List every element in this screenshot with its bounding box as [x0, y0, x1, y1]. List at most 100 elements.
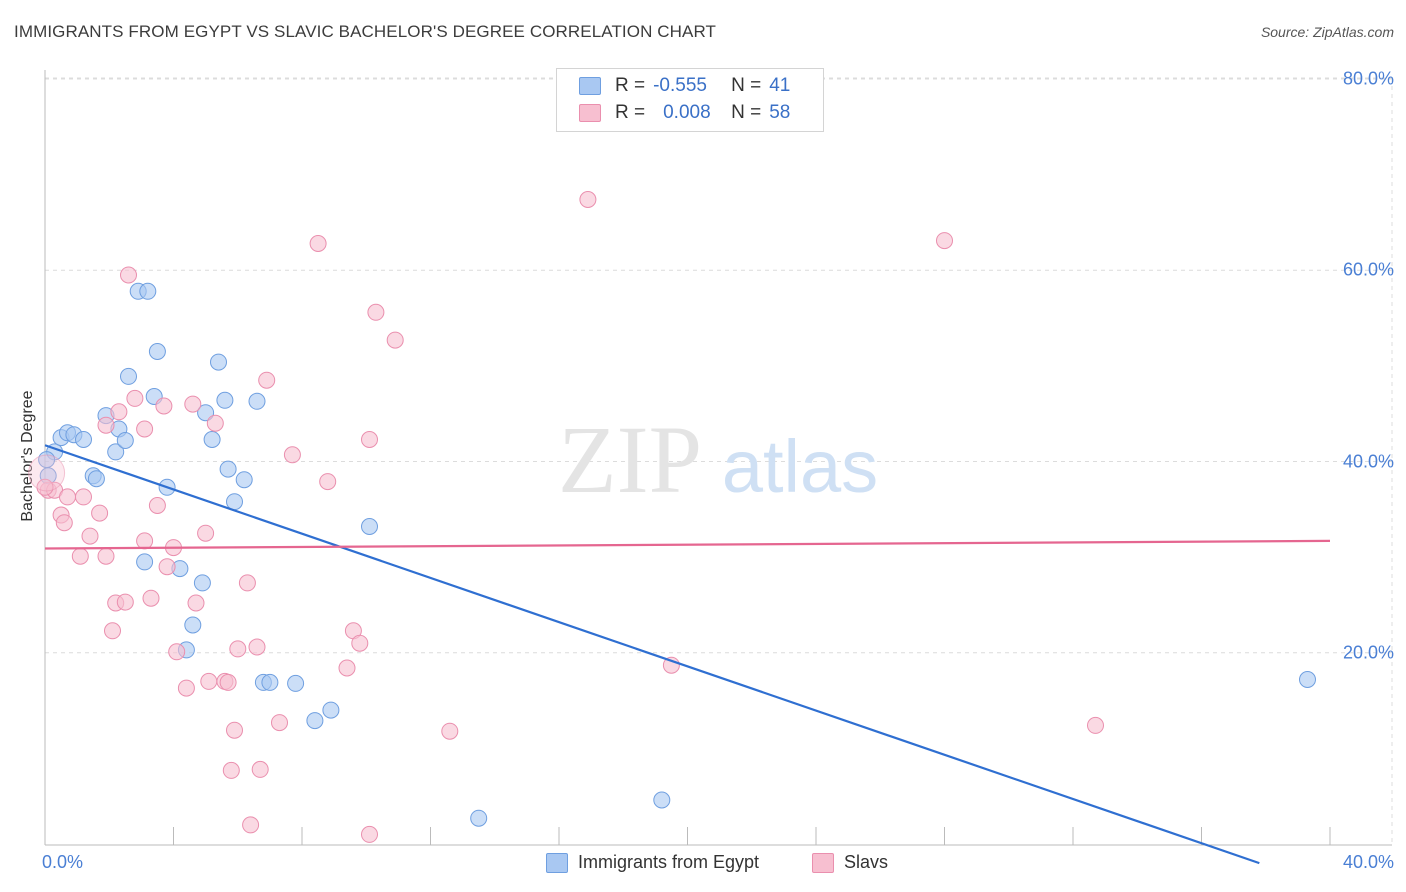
slavs-point	[177, 679, 195, 697]
gridlines	[45, 77, 1393, 845]
slavs-point	[97, 547, 115, 565]
slavs-legend-swatch	[812, 852, 834, 873]
slavs-point	[120, 266, 137, 284]
egypt-point	[193, 574, 211, 592]
slavs-point	[142, 589, 160, 607]
egypt-point	[148, 343, 166, 360]
slavs-point	[1087, 716, 1104, 734]
egypt-point	[470, 809, 488, 827]
slavs-point	[59, 488, 76, 506]
slavs-point	[97, 416, 115, 434]
chart-title: IMMIGRANTS FROM EGYPT VS SLAVIC BACHELOR…	[14, 22, 717, 41]
egypt-point	[306, 712, 324, 730]
slavs-point	[136, 532, 154, 550]
slavs-point	[184, 395, 202, 413]
egypt-point	[235, 471, 253, 489]
slavs-point	[338, 659, 356, 677]
slavs-point	[158, 558, 176, 576]
slavs-point	[200, 672, 218, 690]
slavs-trend-line	[44, 539, 1331, 550]
egypt-point	[216, 391, 234, 409]
egypt-point	[136, 553, 154, 571]
slavs-point	[116, 593, 134, 611]
axes	[44, 70, 1392, 846]
r-value: 0.008	[663, 102, 711, 123]
slavs-point	[55, 514, 73, 532]
slavs-point	[361, 825, 378, 843]
legend-label: Immigrants from Egypt	[578, 852, 760, 872]
slavs-point	[351, 634, 369, 652]
trend-lines	[44, 444, 1331, 865]
slavs-point	[242, 816, 260, 834]
egypt-point	[322, 701, 340, 719]
egypt-legend-swatch	[546, 852, 568, 873]
watermark-zip: ZIP	[558, 406, 702, 513]
slavs-point	[110, 403, 128, 421]
egypt-point	[107, 443, 125, 461]
series-egypt-points	[38, 282, 1316, 827]
slavs-point	[251, 760, 269, 778]
source-credit: Source: ZipAtlas.com	[1260, 24, 1394, 40]
slavs-point-large	[28, 454, 66, 492]
egypt-point	[226, 493, 243, 511]
n-label: N =	[731, 102, 762, 123]
slavs-point	[91, 504, 109, 522]
slavs-point	[187, 594, 205, 612]
slavs-point	[386, 331, 404, 349]
egypt-point	[116, 432, 134, 449]
slavs-point	[222, 761, 240, 779]
correlation-legend: R = -0.555 N = 41 R = 0.008 N = 58	[556, 68, 824, 132]
n-label: N =	[731, 75, 762, 96]
slavs-point	[219, 673, 237, 691]
n-value: 58	[769, 102, 791, 123]
egypt-point	[261, 673, 279, 691]
egypt-point	[210, 353, 227, 371]
slavs-point	[361, 431, 378, 448]
slavs-point	[81, 527, 99, 545]
egypt-point	[1299, 671, 1316, 688]
slavs-point	[197, 524, 215, 542]
slavs-point	[229, 640, 247, 658]
legend-row-slavs: R = 0.008 N = 58	[579, 102, 790, 124]
y-tick-label: 20.0%	[1342, 642, 1394, 663]
slavs-point	[71, 547, 89, 565]
slavs-point	[238, 574, 256, 592]
legend-item-egypt[interactable]: Immigrants from Egypt	[546, 852, 759, 873]
legend-row-egypt: R = -0.555 N = 41	[579, 75, 790, 97]
slavs-point	[309, 235, 327, 252]
slavs-point	[248, 638, 266, 656]
n-value: 41	[769, 75, 791, 96]
egypt-trend-line	[44, 444, 1260, 865]
slavs-point	[579, 191, 597, 208]
y-tick-label: 40.0%	[1342, 451, 1394, 471]
egypt-point	[361, 518, 378, 535]
egypt-point	[87, 470, 105, 488]
slavs-point	[936, 232, 953, 250]
slavs-point	[319, 473, 337, 491]
slavs-point	[148, 497, 166, 514]
egypt-point	[120, 367, 137, 385]
egypt-point	[184, 616, 202, 634]
r-label: R =	[615, 75, 646, 96]
r-label: R =	[615, 102, 646, 123]
legend-item-slavs[interactable]: Slavs	[812, 852, 888, 873]
slavs-point	[136, 420, 154, 438]
y-tick-label: 60.0%	[1342, 259, 1394, 280]
x-tick-label-min: 0.0%	[42, 852, 84, 872]
x-tick-label-max: 40.0%	[1342, 852, 1394, 872]
egypt-point	[203, 431, 221, 448]
slavs-point	[226, 721, 243, 739]
slavs-point	[441, 722, 459, 740]
egypt-point	[197, 404, 215, 422]
slavs-point	[75, 488, 92, 506]
series-slavs-points	[28, 191, 1104, 843]
egypt-swatch	[579, 77, 601, 95]
egypt-point	[75, 431, 92, 448]
slavs-swatch	[579, 104, 601, 122]
slavs-point	[126, 389, 144, 407]
legend-label: Slavs	[844, 852, 889, 872]
slavs-point	[168, 643, 186, 661]
egypt-point	[219, 460, 237, 478]
egypt-point	[287, 674, 305, 692]
